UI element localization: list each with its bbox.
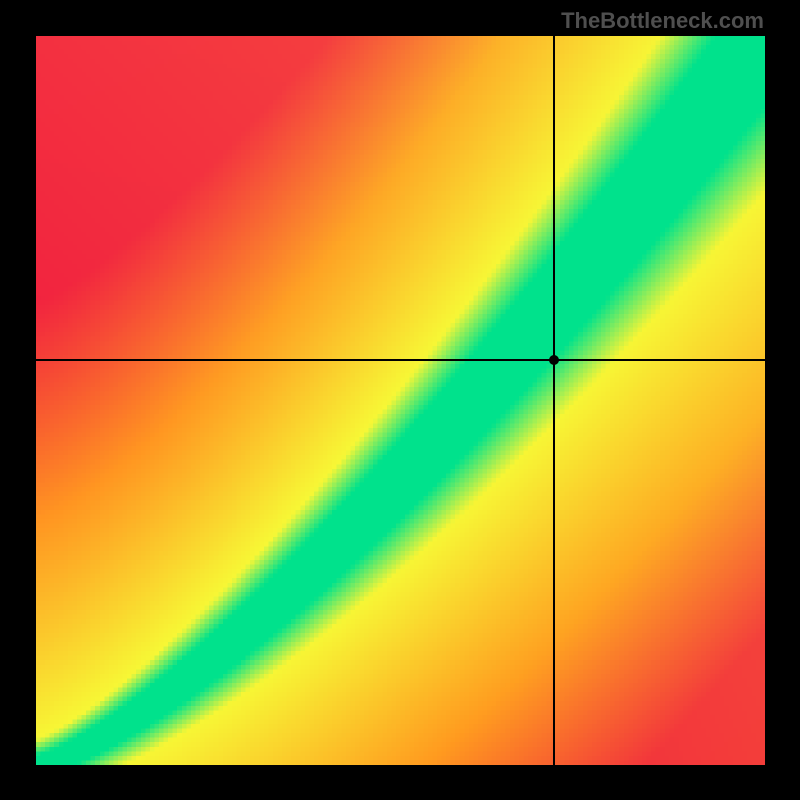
crosshair-vertical <box>553 36 555 765</box>
heatmap-canvas <box>36 36 765 765</box>
crosshair-horizontal <box>36 359 765 361</box>
crosshair-marker <box>549 355 559 365</box>
chart-container: TheBottleneck.com <box>0 0 800 800</box>
watermark-text: TheBottleneck.com <box>561 8 764 34</box>
